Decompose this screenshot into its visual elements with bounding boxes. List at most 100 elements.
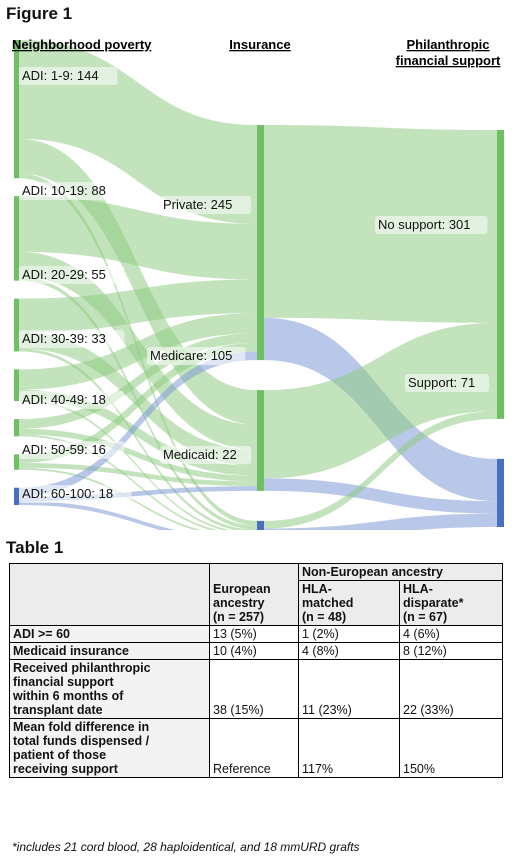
sankey-nodes [14,40,504,530]
node-label-bg [19,266,125,284]
row-label-philanthropic: Received philanthropic financial support… [9,659,210,719]
sankey-link-medicaid-support [264,513,497,530]
sankey-node-adi1 [14,40,19,179]
sankey-link-adi4-medicare [19,389,257,476]
node-label-bg [375,216,488,234]
sankey-link-adi1-medicare [19,138,257,425]
sankey-link-adi3-medicaid [19,348,257,530]
row-label-medicaid: Medicaid insurance [9,642,210,660]
sankey-link-adi2-private [19,196,257,280]
sankey-link-medicare-nosupport [264,322,497,479]
node-label-adi7: ADI: 60-100: 18 [22,486,113,501]
figure-title: Figure 1 [6,4,73,23]
sankey-node-support [497,458,504,527]
col-header-line: HLA- [302,582,332,596]
sankey-link-adi7-private [19,351,257,497]
node-label-bg [405,374,490,392]
sankey-link-adi5-private [19,333,257,429]
table-cell: 4 (8%) [298,642,400,660]
table-cell: 11 (23%) [298,659,400,719]
node-label-bg [19,182,125,200]
sankey-node-medicare [257,390,264,491]
col-header-european: European ancestry (n = 257) [209,563,299,626]
col-header-line: HLA- [403,582,433,596]
col-header-line: (n = 67) [403,610,448,624]
table-cell: 4 (6%) [399,625,503,643]
row-label-line: within 6 months of [13,689,124,703]
group-header-non-european: Non-European ancestry [298,563,503,581]
table-cell: 10 (4%) [209,642,299,660]
col-header-hla-matched: HLA- matched (n = 48) [298,580,400,626]
sankey-node-adi5 [14,419,19,437]
node-label-adi3: ADI: 20-29: 55 [22,267,106,282]
table-row: ADI >= 60 13 (5%) 1 (2%) 4 (6%) [9,625,503,643]
sankey-link-adi6-medicare [19,463,257,487]
node-label-nosupport: No support: 301 [378,217,471,232]
node-label-private: Private: 245 [163,197,232,212]
node-label-adi2: ADI: 10-19: 88 [22,183,106,198]
table-cell: 38 (15%) [209,659,299,719]
col-header-line: (n = 48) [302,610,347,624]
column-header-1: Insurance [229,37,290,52]
row-label-line: financial support [13,675,114,689]
data-table: European ancestry (n = 257) Non-European… [9,563,503,778]
sankey-node-medicaid [257,520,264,530]
table-footnote: *includes 21 cord blood, 28 haploidentic… [12,840,360,854]
column-header-2: financial support [396,53,501,68]
row-label-line: Mean fold difference in [13,720,150,734]
node-label-adi5: ADI: 40-49: 18 [22,392,106,407]
table-cell: 22 (33%) [399,659,503,719]
table-cell: Reference [209,718,299,778]
col-header-line: ancestry [213,596,265,610]
table-cell: 13 (5%) [209,625,299,643]
node-label-bg [19,485,132,503]
table-group-row: European ancestry (n = 257) Non-European… [9,563,503,626]
sankey-diagram: ADI: 1-9: 144 ADI: 10-19: 88 ADI: 20-29: 5… [12,37,504,530]
sankey-node-adi2 [14,196,19,281]
sankey-node-adi4 [14,369,19,402]
sankey-link-adi5-medicare [19,428,257,482]
row-label-line: ADI >= 60 [13,627,70,641]
sankey-node-adi6 [14,454,19,470]
sankey-link-adi6-private [19,342,257,464]
node-label-bg [160,196,252,214]
col-header-hla-disparate: HLA- disparate* (n = 67) [399,580,503,626]
node-label-adi4: ADI: 30-39: 33 [22,331,106,346]
row-label-line: transplant date [13,703,103,717]
column-header-2: Philanthropic [406,37,489,52]
table-row: Mean fold difference in total funds disp… [9,718,503,778]
row-label-line: total funds dispensed / [13,734,150,748]
node-label-support: Support: 71 [408,375,475,390]
table-cell: 1 (2%) [298,625,400,643]
row-label-mean-fold: Mean fold difference in total funds disp… [9,718,210,778]
col-header-line: matched [302,596,354,610]
table-row: Received philanthropic financial support… [9,659,503,719]
sankey-link-medicare-support [264,478,497,514]
sankey-link-adi4-private [19,313,257,390]
table-cell: 8 (12%) [399,642,503,660]
column-header-0: Neighborhood poverty [12,37,152,52]
sankey-node-nosupport [497,130,504,419]
node-label-adi6: ADI: 50-59: 16 [22,442,106,457]
table-cell: 117% [298,718,400,778]
col-header-line: disparate* [403,596,464,610]
table-corner-cell [9,563,210,626]
node-label-medicaid: Medicaid: 22 [163,447,237,462]
table-cell: 150% [399,718,503,778]
node-label-bg [160,446,252,464]
row-label-line: receiving support [13,762,118,776]
table-subheader-row: HLA- matched (n = 48) HLA- disparate* (n… [10,580,503,626]
node-label-bg [147,347,246,365]
sankey-link-adi1-private [19,40,257,224]
row-label-line: patient of those [13,748,107,762]
table-title: Table 1 [6,538,64,557]
node-label-bg [19,441,125,459]
sankey-node-adi7 [14,487,19,505]
row-label-line: Medicaid insurance [13,644,130,658]
node-label-bg [19,330,125,348]
table-row: Medicaid insurance 10 (4%) 4 (8%) 8 (12%… [9,642,503,660]
sankey-link-medicaid-nosupport [264,411,497,529]
node-label-medicare: Medicare: 105 [150,348,232,363]
sankey-node-adi3 [14,298,19,352]
row-label-adi: ADI >= 60 [9,625,210,643]
